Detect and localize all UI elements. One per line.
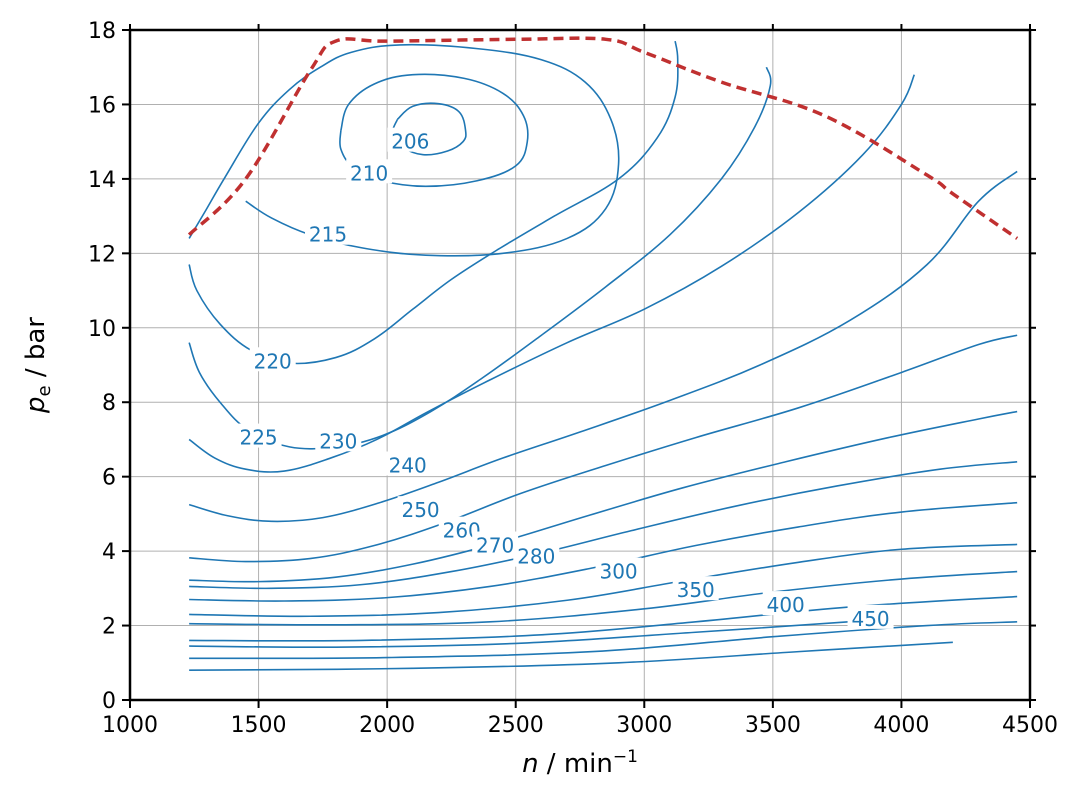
ytick-label: 8 (102, 391, 116, 416)
ytick-label: 4 (102, 540, 116, 565)
xtick-label: 2000 (359, 713, 415, 738)
ytick-label: 10 (88, 317, 116, 342)
boundary-curve (189, 38, 1017, 238)
contour-label-300: 300 (599, 560, 637, 584)
contour-230 (189, 75, 914, 472)
bsfc-contour-chart: 206210 215 220 225 230 240 250 2 6 0 270280 300 350 4… (0, 0, 1080, 810)
contour-label-206: 206 (391, 130, 429, 154)
ytick-label: 2 (102, 615, 116, 640)
contour-label-450: 450 (851, 607, 889, 631)
xtick-label: 1500 (231, 713, 287, 738)
contour-label-230: 230 (319, 429, 357, 453)
contour-label-350: 350 (677, 578, 715, 602)
contour-label-240: 240 (389, 454, 427, 478)
ytick-label: 14 (88, 168, 116, 193)
ytick-label: 6 (102, 466, 116, 491)
xtick-label: 4500 (1002, 713, 1058, 738)
ytick-label: 0 (102, 689, 116, 714)
contour-label-270: 270 (476, 534, 514, 558)
chart-svg: 206210 215 220 225 230 240 250 2 6 0 270280 300 350 4… (0, 0, 1080, 810)
ytick-label: 18 (88, 19, 116, 44)
ytick-label: 16 (88, 93, 116, 118)
xtick-label: 3000 (616, 713, 672, 738)
x-axis-label: n / min−1 (522, 747, 638, 779)
tick-labels: 1000 1500 2000 2500 3000 3500 4000 4500 0 2 4 6 8 10 1… (88, 19, 1058, 738)
full-load-boundary (189, 38, 1017, 238)
xtick-label: 4000 (873, 713, 929, 738)
xtick-label: 1000 (102, 713, 158, 738)
contour-label-280: 280 (517, 545, 555, 569)
contour-label-250: 250 (401, 498, 439, 522)
contour-label-220: 220 (254, 349, 292, 373)
contour-label-215: 215 (309, 223, 347, 247)
y-axis-label: pe / bar (21, 317, 55, 414)
xtick-label: 3500 (745, 713, 801, 738)
contour-280 (189, 503, 1017, 601)
contour-260 (189, 412, 1017, 582)
xtick-label: 2500 (488, 713, 544, 738)
contour-220 (189, 41, 678, 363)
ytick-label: 12 (88, 242, 116, 267)
contour-225 (189, 67, 771, 449)
contour-label-210: 210 (350, 161, 388, 185)
contour-label-400: 400 (767, 593, 805, 617)
contour-label-225: 225 (239, 426, 277, 450)
